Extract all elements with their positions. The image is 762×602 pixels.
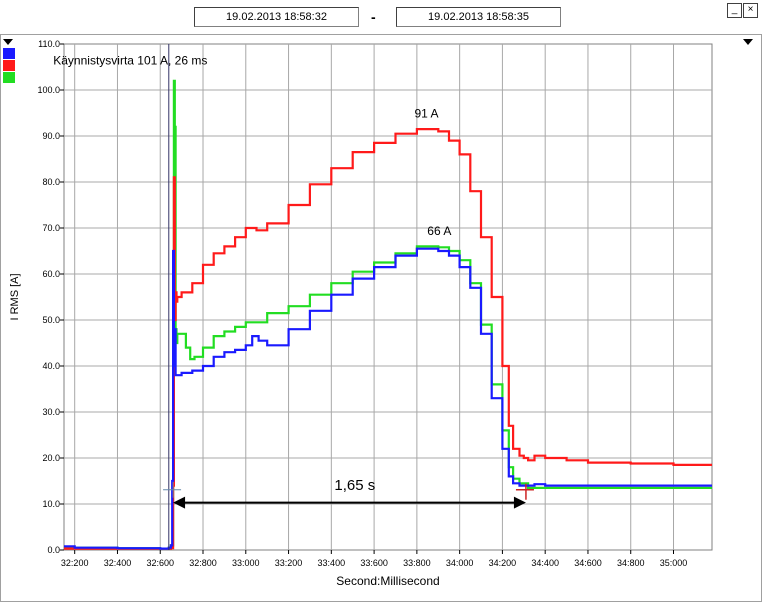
y-tick-label: 50.0 bbox=[42, 315, 60, 325]
close-icon: × bbox=[747, 4, 754, 15]
minimize-icon: _ bbox=[731, 4, 738, 15]
x-tick-label: 32:600 bbox=[146, 558, 174, 568]
series-swatch-blue[interactable] bbox=[3, 48, 15, 59]
annotation-label: 1,65 s bbox=[334, 477, 375, 494]
close-button[interactable]: × bbox=[743, 3, 758, 18]
x-tick-label: 33:400 bbox=[318, 558, 346, 568]
interval-arrow-head-left bbox=[173, 496, 186, 509]
y-tick-label: 20.0 bbox=[42, 453, 60, 463]
range-separator: - bbox=[371, 9, 376, 25]
series-line bbox=[64, 247, 712, 550]
annotation-label: 91 A bbox=[414, 107, 438, 121]
end-datetime-field[interactable]: 19.02.2013 18:58:35 bbox=[396, 7, 561, 27]
x-tick-label: 33:000 bbox=[232, 558, 260, 568]
x-tick-label: 35:000 bbox=[660, 558, 688, 568]
series-lines bbox=[64, 79, 712, 550]
y-tick-label: 40.0 bbox=[42, 361, 60, 371]
x-tick-label: 34:200 bbox=[489, 558, 517, 568]
y-tick-label: 70.0 bbox=[42, 223, 60, 233]
y-tick-label: 110.0 bbox=[38, 39, 60, 49]
y-tick-label: 90.0 bbox=[42, 131, 60, 141]
series-line bbox=[64, 79, 712, 550]
interval-arrow-head-right bbox=[513, 496, 526, 509]
y-tick-label: 0.0 bbox=[47, 545, 60, 555]
annotations: Käynnistysvirta 101 A, 26 ms 91 A 66 A 1,65… bbox=[53, 54, 451, 495]
y-tick-label: 30.0 bbox=[42, 407, 60, 417]
series-swatch-green[interactable] bbox=[3, 72, 15, 83]
start-datetime-field[interactable]: 19.02.2013 18:58:32 bbox=[194, 7, 359, 27]
x-axis-ticks: 32:200 32:400 32:600 32:800 33:000 33:200 33:4… bbox=[61, 550, 687, 568]
x-tick-label: 33:600 bbox=[360, 558, 388, 568]
x-tick-label: 34:600 bbox=[574, 558, 602, 568]
x-tick-label: 33:800 bbox=[403, 558, 431, 568]
x-tick-label: 34:400 bbox=[531, 558, 559, 568]
annotation-label: 66 A bbox=[427, 224, 451, 238]
y-axis-ticks: 0.0 10.0 20.0 30.0 40.0 50.0 60.0 70.0 80.0 90.0 1… bbox=[37, 39, 64, 555]
x-tick-label: 32:200 bbox=[61, 558, 89, 568]
left-menu-arrow-icon[interactable] bbox=[3, 39, 13, 45]
y-axis-label: I RMS [A] bbox=[9, 273, 21, 320]
markers bbox=[163, 44, 534, 550]
annotation-label: Käynnistysvirta 101 A, 26 ms bbox=[53, 54, 207, 68]
time-range-toolbar: 19.02.2013 18:58:32 - 19.02.2013 18:58:3… bbox=[0, 0, 762, 34]
minimize-button[interactable]: _ bbox=[727, 3, 742, 18]
plot-area bbox=[63, 43, 713, 551]
right-menu-arrow-icon[interactable] bbox=[743, 39, 753, 45]
x-tick-label: 34:000 bbox=[446, 558, 474, 568]
y-tick-label: 60.0 bbox=[42, 269, 60, 279]
x-tick-label: 34:800 bbox=[617, 558, 645, 568]
x-axis-label: Second:Millisecond bbox=[336, 574, 439, 588]
y-tick-label: 10.0 bbox=[42, 499, 60, 509]
y-tick-label: 80.0 bbox=[42, 177, 60, 187]
series-line bbox=[64, 128, 712, 550]
x-tick-label: 32:800 bbox=[189, 558, 217, 568]
x-tick-label: 32:400 bbox=[104, 558, 132, 568]
x-tick-label: 33:200 bbox=[275, 558, 303, 568]
y-tick-label: 100.0 bbox=[37, 85, 60, 95]
series-swatch-red[interactable] bbox=[3, 60, 15, 71]
